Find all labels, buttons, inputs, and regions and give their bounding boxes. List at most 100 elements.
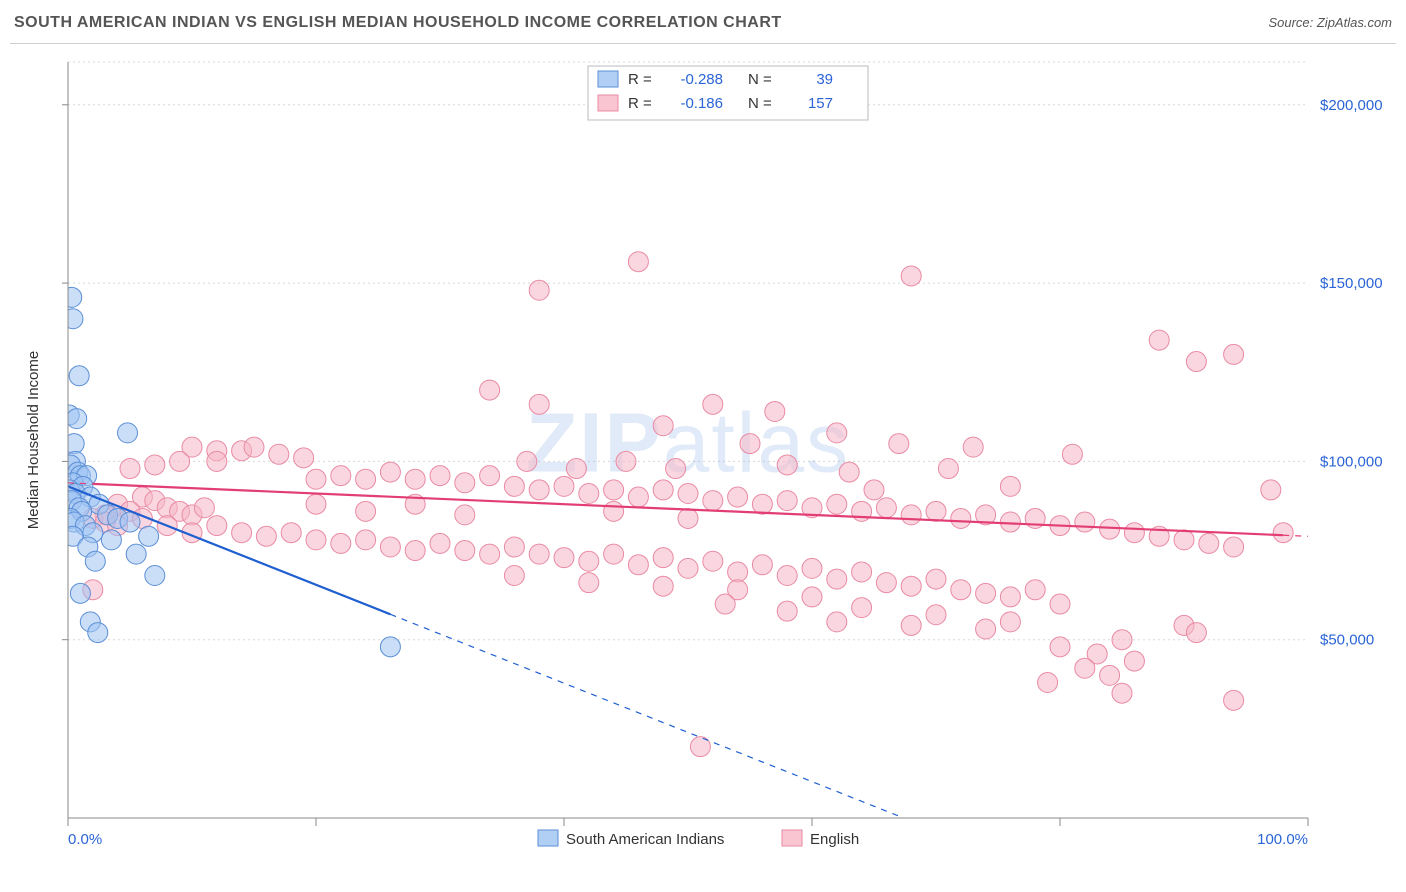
point xyxy=(380,637,400,657)
legend-series-label: English xyxy=(810,831,859,848)
point xyxy=(1186,352,1206,372)
point xyxy=(1050,637,1070,657)
legend-swatch xyxy=(598,71,618,87)
point xyxy=(579,551,599,571)
y-tick-label: $200,000 xyxy=(1320,97,1383,114)
point xyxy=(118,423,138,443)
point xyxy=(63,309,83,329)
point xyxy=(901,266,921,286)
point xyxy=(777,491,797,511)
point xyxy=(1075,512,1095,532)
point xyxy=(839,462,859,482)
point xyxy=(740,434,760,454)
point xyxy=(628,487,648,507)
point xyxy=(703,551,723,571)
point xyxy=(1100,519,1120,539)
point xyxy=(529,280,549,300)
point xyxy=(356,469,376,489)
point xyxy=(126,544,146,564)
point xyxy=(120,512,140,532)
point xyxy=(963,437,983,457)
x-tick-label: 100.0% xyxy=(1257,831,1308,848)
point xyxy=(827,494,847,514)
point xyxy=(455,541,475,561)
point xyxy=(430,533,450,553)
point xyxy=(554,548,574,568)
point xyxy=(62,287,82,307)
point xyxy=(901,615,921,635)
point xyxy=(1000,512,1020,532)
legend-swatch xyxy=(538,830,558,846)
point xyxy=(70,583,90,603)
point xyxy=(1273,523,1293,543)
point xyxy=(666,459,686,479)
point xyxy=(852,598,872,618)
point xyxy=(504,537,524,557)
point xyxy=(170,451,190,471)
point xyxy=(64,434,84,454)
source-label: Source: ZipAtlas.com xyxy=(1268,15,1392,30)
point xyxy=(331,466,351,486)
legend-swatch xyxy=(782,830,802,846)
point xyxy=(88,623,108,643)
point xyxy=(529,544,549,564)
point xyxy=(678,483,698,503)
point xyxy=(232,523,252,543)
point xyxy=(120,459,140,479)
series-eng xyxy=(83,252,1293,757)
point xyxy=(728,487,748,507)
point xyxy=(901,505,921,525)
point xyxy=(430,466,450,486)
point xyxy=(926,569,946,589)
point xyxy=(139,526,159,546)
point xyxy=(938,459,958,479)
point xyxy=(579,573,599,593)
point xyxy=(306,530,326,550)
point xyxy=(653,548,673,568)
point xyxy=(194,498,214,518)
point xyxy=(926,605,946,625)
point xyxy=(566,459,586,479)
point xyxy=(1174,530,1194,550)
point xyxy=(1050,594,1070,614)
legend-swatch xyxy=(598,95,618,111)
point xyxy=(207,451,227,471)
legend-n-value: 39 xyxy=(816,71,833,88)
point xyxy=(1000,587,1020,607)
point xyxy=(777,601,797,621)
legend-r-value: -0.186 xyxy=(680,95,723,112)
point xyxy=(1000,476,1020,496)
point xyxy=(1075,658,1095,678)
chart-title: SOUTH AMERICAN INDIAN VS ENGLISH MEDIAN … xyxy=(14,14,782,32)
point xyxy=(405,541,425,561)
point xyxy=(579,483,599,503)
point xyxy=(1261,480,1281,500)
point xyxy=(628,252,648,272)
point xyxy=(554,476,574,496)
point xyxy=(1224,690,1244,710)
point xyxy=(1149,330,1169,350)
point xyxy=(827,612,847,632)
y-tick-label: $100,000 xyxy=(1320,453,1383,470)
point xyxy=(604,501,624,521)
point xyxy=(876,573,896,593)
point xyxy=(529,394,549,414)
point xyxy=(976,583,996,603)
point xyxy=(1224,344,1244,364)
chart-area: ZIPatlas0.0%100.0%$50,000$100,000$150,00… xyxy=(10,50,1396,882)
point xyxy=(207,516,227,536)
point xyxy=(604,480,624,500)
point xyxy=(752,555,772,575)
point xyxy=(380,537,400,557)
point xyxy=(101,530,121,550)
point xyxy=(1186,623,1206,643)
point xyxy=(1224,537,1244,557)
point xyxy=(306,494,326,514)
point xyxy=(67,409,87,429)
point xyxy=(703,491,723,511)
legend-r-value: -0.288 xyxy=(680,71,723,88)
point xyxy=(455,473,475,493)
point xyxy=(976,619,996,639)
point xyxy=(703,394,723,414)
legend-n-label: N = xyxy=(748,71,772,88)
